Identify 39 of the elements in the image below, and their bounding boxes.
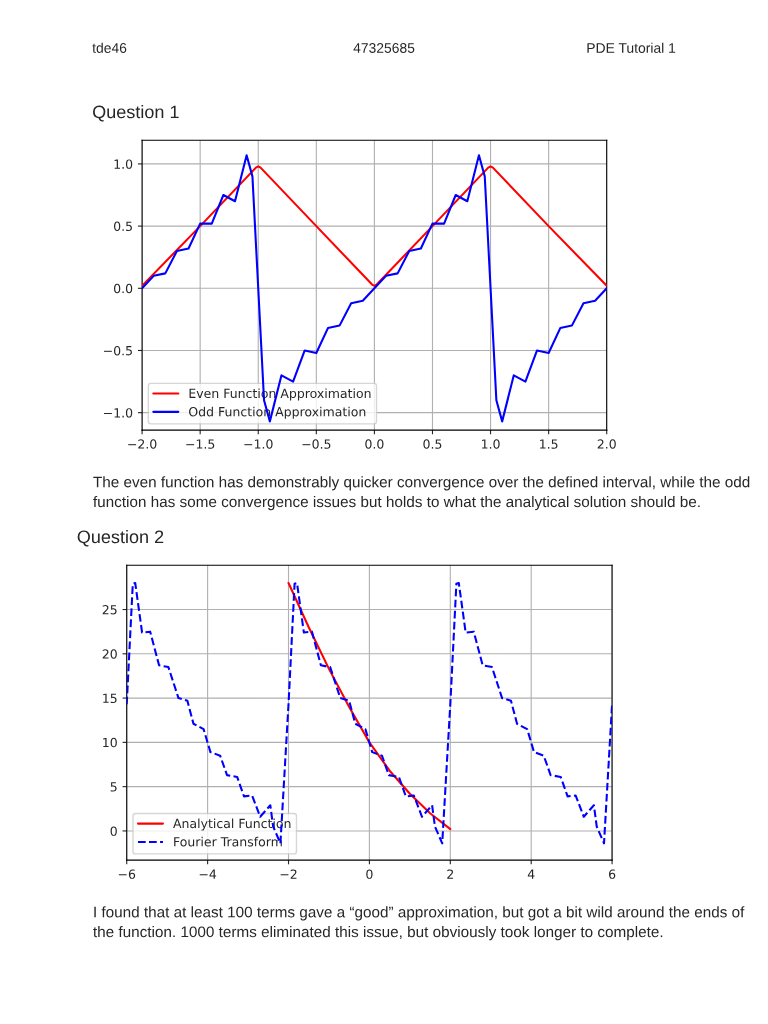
text: tde46 — [92, 42, 127, 53]
y-tick-label: 5 — [110, 782, 117, 792]
text: The even function has demonstrably quicker convergence over the defined interval, while the odd function has some convergence issues but holds to what the analytical solution should be. — [93, 476, 750, 511]
x-tick-label: 6 — [608, 869, 616, 879]
y-tick-label: 20 — [102, 649, 117, 659]
text: 47325685 — [353, 43, 415, 53]
line-series — [126, 581, 613, 845]
x-tick-label: −1.0 — [244, 439, 273, 449]
x-tick-label: 1.5 — [540, 439, 558, 449]
y-tick-label: 10 — [103, 737, 117, 748]
x-tick-label: −6 — [118, 869, 136, 879]
y-tick-label: 15 — [103, 693, 117, 704]
line-series — [142, 154, 607, 423]
text: PDE Tutorial 1 — [587, 42, 676, 53]
y-tick-label: −1.0 — [104, 408, 133, 418]
legend-label: Fourier Transform — [174, 836, 282, 847]
y-tick-label: 1.0 — [114, 159, 133, 169]
x-tick-label: 1.0 — [481, 439, 500, 449]
y-tick-label: 25 — [102, 605, 117, 615]
x-tick-label: −1.5 — [186, 439, 215, 449]
y-tick-label: 0.5 — [114, 221, 132, 232]
line-series — [142, 165, 607, 287]
x-tick-label: 0.0 — [365, 439, 384, 449]
legend-label: Analytical Function — [173, 818, 291, 831]
y-tick-label: 0.0 — [114, 283, 133, 294]
y-tick-label: −0.5 — [104, 345, 132, 356]
x-tick-label: 4 — [527, 869, 535, 879]
x-tick-label: 0.5 — [423, 439, 442, 449]
x-tick-label: 2.0 — [597, 439, 616, 449]
text: I found that at least 100 terms gave a “good” approximation, but got a bit wild around the ends of the function. 1000 terms eliminated this issue, but obviously took longer to complete. — [93, 906, 745, 941]
chart-title: Question 1 — [93, 105, 179, 122]
x-tick-label: 0 — [366, 869, 373, 879]
y-tick-label: 0 — [110, 826, 117, 836]
x-tick-label: −2 — [280, 869, 297, 879]
x-tick-label: −0.5 — [302, 439, 331, 449]
chart-title: Question 2 — [77, 529, 164, 547]
x-tick-label: −2.0 — [128, 439, 157, 449]
x-tick-label: 2 — [447, 869, 454, 879]
x-tick-label: −4 — [199, 869, 217, 879]
